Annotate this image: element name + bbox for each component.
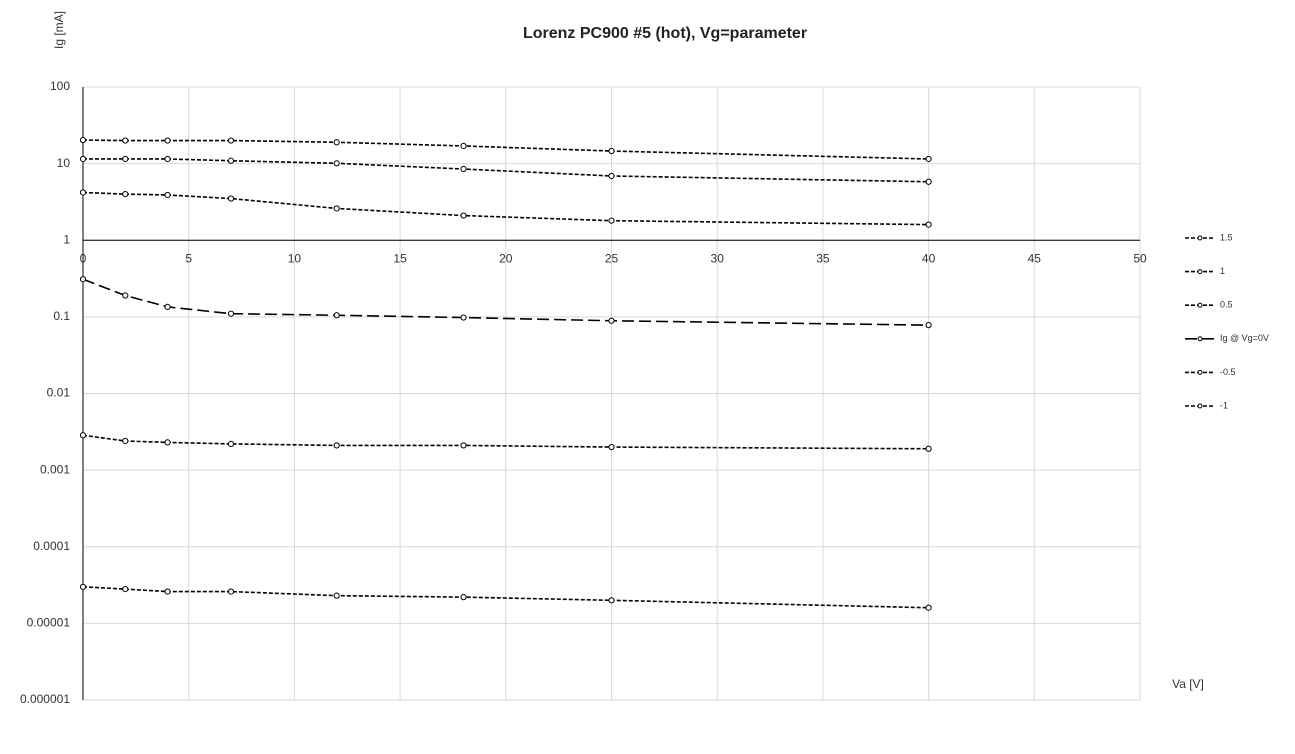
data-point	[79, 583, 87, 590]
data-point	[79, 189, 87, 196]
data-point	[925, 178, 932, 185]
legend-label: -1	[1220, 400, 1228, 410]
y-tick-label: 0.000001	[20, 692, 70, 706]
legend-item: 1.5	[1185, 232, 1233, 242]
data-point	[608, 317, 615, 324]
legend-item: -0.5	[1185, 367, 1236, 377]
series-line	[82, 434, 929, 450]
legend-label: 0.5	[1220, 300, 1233, 310]
data-point	[227, 195, 235, 202]
legend-label: 1	[1220, 266, 1225, 276]
data-point	[608, 217, 615, 224]
data-point	[164, 588, 171, 595]
legend-item: 1	[1185, 266, 1225, 276]
y-tick-label: 0.1	[53, 309, 70, 323]
data-point	[925, 155, 932, 163]
data-point	[79, 432, 87, 439]
y-tick-label: 0.0001	[33, 539, 70, 553]
data-point	[333, 139, 340, 146]
data-point	[164, 137, 171, 144]
data-point	[164, 191, 171, 199]
legend-item: -1	[1185, 400, 1228, 410]
legend-marker	[1197, 269, 1203, 275]
data-point	[227, 137, 235, 144]
data-point	[122, 437, 129, 445]
data-point	[79, 155, 87, 163]
legend-marker	[1197, 403, 1203, 409]
series-line	[83, 158, 929, 183]
y-axis-title: Ig [mA]	[52, 11, 66, 49]
x-tick-label: 30	[711, 251, 725, 265]
data-point	[460, 212, 467, 219]
data-point	[333, 312, 340, 319]
data-point	[122, 155, 129, 163]
data-point	[460, 314, 467, 321]
legend-marker	[1197, 336, 1203, 342]
y-tick-label: 100	[50, 79, 70, 93]
chart-title: Lorenz PC900 #5 (hot), Vg=parameter	[523, 25, 807, 42]
y-tick-label: 0.001	[40, 462, 70, 476]
legend-marker	[1197, 235, 1203, 241]
data-point	[333, 205, 340, 212]
data-point	[164, 439, 171, 446]
x-tick-label: 15	[393, 251, 407, 265]
data-point	[460, 442, 467, 449]
data-point	[925, 604, 932, 611]
data-point	[122, 586, 129, 593]
legend-label: Ig @ Vg=0V	[1220, 333, 1269, 343]
data-point	[925, 322, 932, 329]
x-tick-label: 25	[605, 251, 619, 265]
data-point	[79, 136, 87, 144]
x-tick-label: 45	[1028, 251, 1042, 265]
legend-marker	[1197, 302, 1203, 308]
data-point	[925, 221, 932, 228]
data-point	[925, 445, 932, 452]
data-point	[608, 443, 615, 451]
data-point	[122, 191, 129, 198]
data-point	[460, 142, 467, 150]
data-point	[227, 157, 235, 164]
y-tick-label: 1	[63, 232, 70, 246]
x-tick-label: 35	[816, 251, 830, 265]
series-line	[82, 278, 929, 326]
data-point	[227, 440, 235, 447]
x-tick-label: 40	[922, 251, 936, 265]
legend-label: 1.5	[1220, 232, 1233, 242]
data-point	[164, 303, 171, 310]
data-point	[460, 594, 467, 601]
legend-label: -0.5	[1220, 367, 1236, 377]
data-point	[79, 276, 87, 283]
data-point	[122, 137, 129, 144]
y-tick-label: 10	[57, 156, 71, 170]
data-point	[227, 310, 235, 317]
x-tick-label: 50	[1133, 251, 1147, 265]
data-point	[460, 165, 467, 173]
legend-item: 0.5	[1185, 300, 1233, 310]
y-tick-label: 0.00001	[27, 616, 71, 630]
y-tick-label: 0.01	[47, 386, 71, 400]
data-point	[608, 597, 615, 604]
data-point	[227, 588, 235, 595]
series-line	[82, 139, 929, 160]
series-line	[82, 191, 929, 226]
data-point	[333, 592, 340, 599]
series-line	[82, 586, 929, 609]
data-point	[333, 160, 340, 167]
data-point	[164, 155, 171, 163]
data-point	[608, 172, 615, 180]
x-axis-title: Va [V]	[1172, 677, 1204, 691]
data-point	[122, 292, 129, 299]
legend-item: Ig @ Vg=0V	[1185, 333, 1269, 343]
x-tick-label: 10	[288, 251, 302, 265]
data-point	[608, 147, 615, 155]
data-point	[333, 442, 340, 449]
legend-marker	[1197, 369, 1203, 375]
x-tick-label: 20	[499, 251, 513, 265]
x-tick-label: 5	[185, 251, 192, 265]
